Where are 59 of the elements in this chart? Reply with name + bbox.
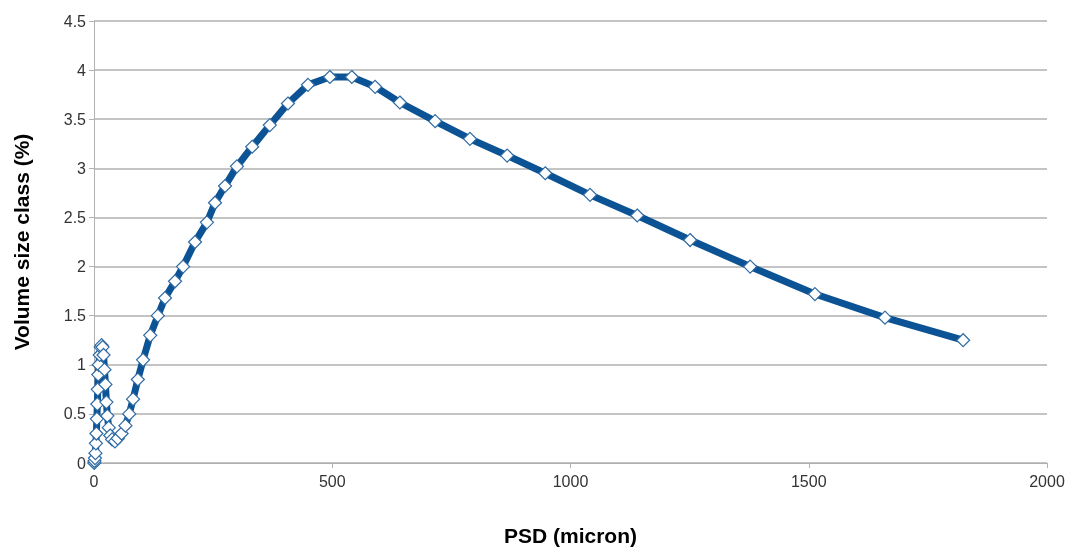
x-tick-label: 1500 <box>790 472 827 490</box>
point <box>97 362 112 377</box>
point <box>807 286 823 302</box>
point <box>122 406 137 421</box>
point <box>100 408 115 423</box>
point <box>280 96 296 111</box>
point <box>245 139 260 154</box>
point <box>630 208 645 223</box>
point <box>99 395 114 410</box>
point <box>176 259 191 274</box>
y-tick-label: 1.5 <box>63 307 87 325</box>
point <box>217 178 233 194</box>
y-axis-title: Volume size class (%) <box>10 133 33 351</box>
point <box>143 328 158 343</box>
point <box>956 333 971 348</box>
point <box>262 118 277 133</box>
point <box>89 426 104 441</box>
point <box>167 274 183 289</box>
point <box>199 215 215 230</box>
point <box>344 69 359 85</box>
x-tick-label: 2000 <box>1029 472 1065 490</box>
y-tick-label: 4 <box>77 61 87 79</box>
y-tick-label: 3.5 <box>63 110 87 128</box>
point <box>877 310 893 325</box>
point <box>392 95 408 110</box>
y-tick-label: 4.5 <box>63 12 87 30</box>
point <box>157 290 173 306</box>
point <box>207 195 223 210</box>
point <box>98 377 113 392</box>
point <box>368 79 383 94</box>
point <box>118 418 133 433</box>
x-tick-label: 0 <box>89 472 99 490</box>
point <box>96 347 111 363</box>
x-axis-title: PSD (micron) <box>503 524 638 547</box>
point <box>135 352 151 367</box>
point <box>88 446 103 461</box>
point <box>538 166 553 181</box>
x-tick-label: 500 <box>318 472 346 490</box>
y-tick-label: 3 <box>77 159 87 177</box>
point <box>500 148 515 163</box>
point <box>187 234 203 250</box>
y-tick-label: 2 <box>77 258 87 276</box>
point <box>89 411 104 426</box>
point <box>130 372 145 387</box>
point <box>150 308 165 323</box>
point <box>582 187 598 202</box>
point <box>428 114 443 129</box>
y-tick-label: 0.5 <box>63 405 87 423</box>
y-tick-label: 0 <box>77 454 87 472</box>
point <box>462 131 478 146</box>
y-tick-label: 2.5 <box>63 208 87 226</box>
point <box>125 392 141 407</box>
point <box>322 69 337 85</box>
point <box>300 77 316 92</box>
point <box>743 259 758 274</box>
x-tick-label: 1000 <box>552 472 589 490</box>
point <box>229 159 245 174</box>
y-tick-label: 1 <box>77 356 87 374</box>
point <box>683 232 698 248</box>
